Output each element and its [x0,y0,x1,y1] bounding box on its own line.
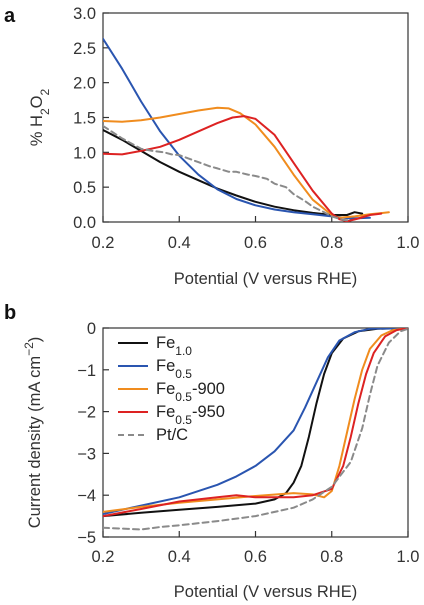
y-tick-label: 0.0 [73,214,96,232]
y-tick-label: −4 [77,487,96,505]
legend-entry: Fe0.5-900 [156,380,225,404]
x-tick-label: 0.8 [320,234,343,252]
y-tick-label: 2.5 [73,40,96,58]
y-tick-label: 2.0 [73,75,96,93]
legend-entry: Fe0.5-950 [156,403,225,427]
y-axis-label: Current density (mA cm−2) [22,337,44,529]
x-tick-label: 1.0 [397,548,420,566]
x-tick-label: 1.0 [397,234,420,252]
legend-entry: Fe1.0 [156,334,192,358]
y-tick-label: −5 [77,529,96,547]
x-tick-label: 0.4 [168,234,191,252]
y-tick-label: 3.0 [73,5,96,23]
series-line-fe0-5 [103,37,371,220]
x-tick-label: 0.6 [244,234,267,252]
series-line-pt-c [103,328,408,531]
y-tick-label: −3 [77,445,96,463]
series-line-fe0-5 [103,328,408,515]
legend-entry: Fe0.5 [156,357,192,381]
series-line-fe0-5-950 [103,328,408,518]
series-line-fe0-5-900 [103,106,390,219]
series-line-fe0-5-950 [103,115,383,222]
x-axis-label: Potential (V versus RHE) [174,583,357,601]
x-tick-label: 0.6 [244,548,267,566]
y-tick-label: 0.5 [73,179,96,197]
panel-label-b: b [4,302,16,324]
y-tick-label: 1.0 [73,144,96,162]
panel-b: b 0.2 0.4 0.6 0.8 1.0 0 −1 −2 −3 −4 −5 Potential (V … [4,302,419,601]
series-line-fe0-5-900 [103,328,408,513]
x-tick-label: 0.4 [168,548,191,566]
x-tick-label: 0.2 [92,548,115,566]
panel-label-a: a [4,5,16,27]
series-line-pt-c [103,124,352,222]
legend-entry: Pt/C [156,426,188,444]
series-line-fe1-0 [103,328,408,518]
x-tick-label: 0.2 [92,234,115,252]
y-tick-label: −2 [77,404,96,422]
x-tick-label: 0.8 [320,548,343,566]
y-tick-label: −1 [77,362,96,380]
y-tick-label: 0 [87,320,96,338]
panel-a: a 0.2 0.4 0.6 0.8 1.0 0.0 0.5 1.0 1.5 2.0 2.5 3.0 Pot… [4,5,419,288]
x-axis-label: Potential (V versus RHE) [174,270,357,288]
plot-frame [102,12,409,223]
series-line-fe1-0 [103,129,364,216]
y-tick-label: 1.5 [73,110,96,128]
y-axis-label: % H2O2 [28,88,52,146]
